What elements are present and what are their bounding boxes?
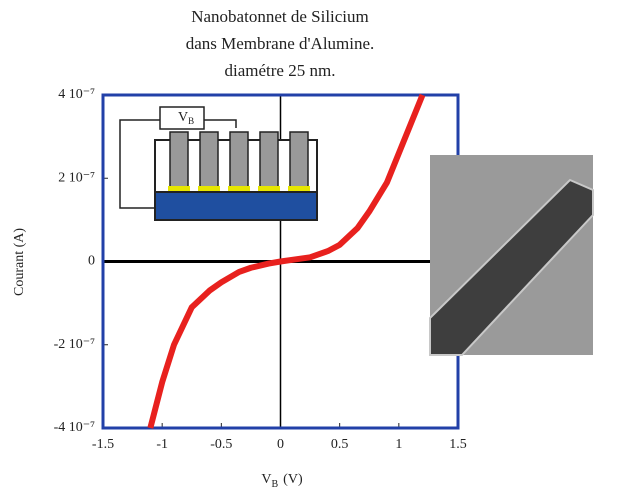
x-tick-label: -1.5	[92, 437, 114, 452]
chart: Nanobatonnet de Silicium dans Membrane d…	[0, 0, 629, 497]
x-tick-label: -1	[156, 437, 168, 452]
y-tick-label: 4 10⁻⁷	[58, 87, 95, 102]
x-axis-label-sub: B	[272, 479, 279, 490]
chart-title: Nanobatonnet de Silicium	[191, 7, 369, 26]
contacts	[168, 186, 310, 191]
y-tick-label: -4 10⁻⁷	[54, 420, 96, 435]
x-tick-label: 1.5	[449, 437, 467, 452]
y-axis-label: Courant (A)	[12, 228, 27, 296]
x-axis-label: VB (V)	[261, 472, 303, 490]
tem-image	[430, 155, 593, 355]
inset-label-sub: B	[188, 116, 194, 126]
x-tick-label: 1	[395, 437, 402, 452]
y-tick-label: 2 10⁻⁷	[58, 170, 95, 185]
x-tick-label: 0	[277, 437, 284, 452]
inset-label-main: V	[178, 110, 188, 125]
y-tick-label: -2 10⁻⁷	[54, 337, 96, 352]
x-axis-label-unit: (V)	[283, 472, 303, 487]
chart-title: diamétre 25 nm.	[225, 61, 336, 80]
chart-title: dans Membrane d'Alumine.	[186, 34, 375, 53]
x-axis-label-main: V	[261, 472, 271, 487]
x-tick-label: 0.5	[331, 437, 349, 452]
y-tick-label: 0	[88, 254, 95, 269]
wire	[204, 120, 236, 128]
x-tick-label: -0.5	[210, 437, 232, 452]
circuit-inset: VB	[120, 107, 317, 220]
substrate	[155, 192, 317, 220]
